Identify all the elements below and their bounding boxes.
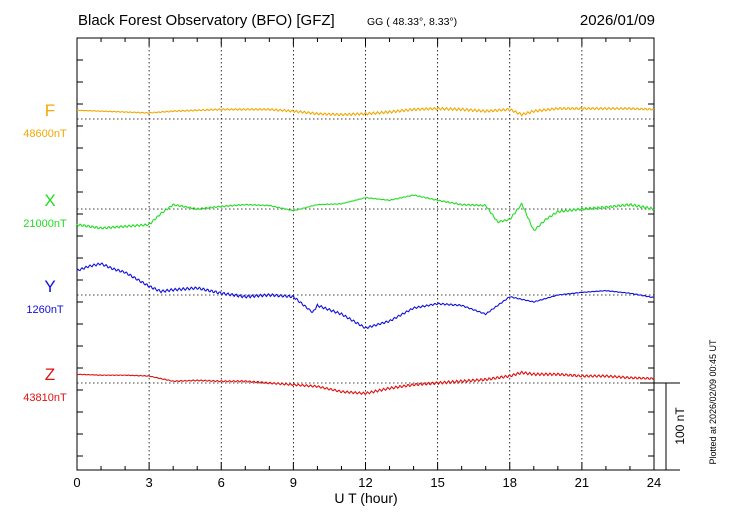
series-line-z <box>76 370 655 396</box>
chart-title: Black Forest Observatory (BFO) [GFZ] <box>78 12 335 29</box>
station-coordinates: GG ( 48.33°, 8.33°) <box>367 16 457 28</box>
series-line-y <box>76 262 655 329</box>
series-baseline-x: 21000nT <box>23 218 67 230</box>
scale-bar: 100 nT <box>640 382 687 471</box>
x-tick-label: 9 <box>290 475 297 490</box>
plot-timestamp: Plotted at 2026/02/09 00:45 UT <box>708 339 718 465</box>
series-line-f <box>76 106 655 117</box>
x-tick-label: 12 <box>358 475 372 490</box>
series-name-f: F <box>45 101 55 120</box>
x-tick-label: 21 <box>575 475 589 490</box>
series-baseline-z: 43810nT <box>23 392 67 404</box>
series-name-x: X <box>44 191 55 210</box>
series-name-y: Y <box>44 277 55 296</box>
series-name-z: Z <box>45 365 55 384</box>
x-axis-label: U T (hour) <box>334 490 397 506</box>
series-line-x <box>76 194 655 232</box>
grid <box>148 38 583 470</box>
x-tick-label: 18 <box>503 475 517 490</box>
x-tick-label: 3 <box>146 475 153 490</box>
x-tick-label: 24 <box>647 475 661 490</box>
series-lines <box>76 106 655 396</box>
scale-bar-label: 100 nT <box>673 407 687 445</box>
x-tick-labels: 0 3 6 9 12 15 18 21 24 <box>73 475 661 490</box>
x-tick-label: 0 <box>73 475 80 490</box>
series-baseline-y: 1260nT <box>26 304 64 316</box>
chart-date: 2026/01/09 <box>580 12 655 29</box>
series-baseline-f: 48600nT <box>23 128 67 140</box>
x-tick-label: 6 <box>218 475 225 490</box>
series-labels: F 48600nT X 21000nT Y 1260nT Z 43810nT <box>23 101 67 404</box>
plot-frame <box>76 37 655 471</box>
x-tick-label: 15 <box>430 475 444 490</box>
